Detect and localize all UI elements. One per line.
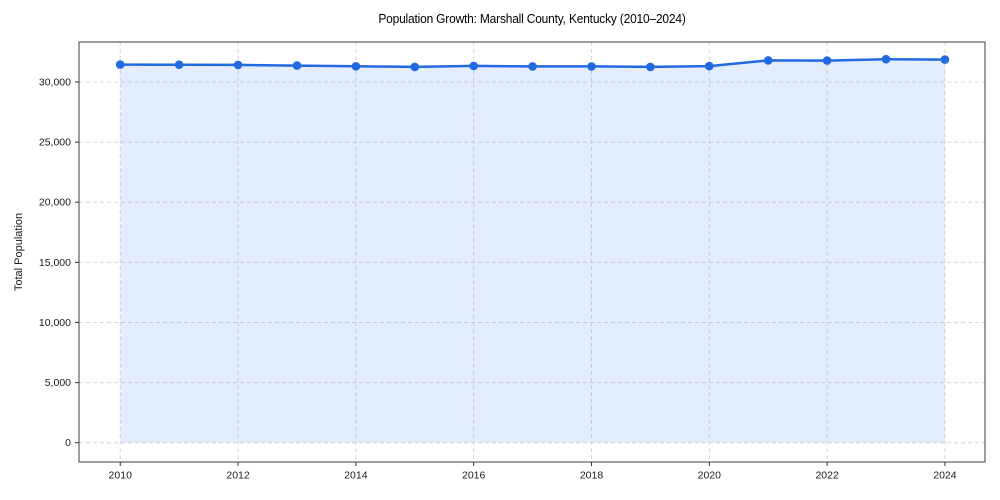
x-tick-label: 2014 [344,470,368,482]
data-point-2024 [940,55,950,64]
data-point-2014 [351,62,361,71]
x-tick-label: 2020 [698,470,722,482]
y-tick-label: 0 [65,437,71,449]
data-point-2017 [528,62,537,71]
data-point-2023 [881,54,891,64]
data-point-2022 [822,56,832,65]
chart-title-text: Population Growth: Marshall County, Kent… [378,11,686,26]
y-axis-label: Total Population [13,212,25,292]
data-point-2015 [410,62,420,72]
chart-title: Population Growth: Marshall County, Kent… [79,11,985,26]
x-tick-label: 2010 [109,470,133,482]
y-tick-label: 25,000 [39,137,71,149]
data-point-2020 [705,61,714,71]
x-tick-label: 2012 [226,470,250,482]
x-tick-label: 2018 [580,470,604,482]
x-tick-label: 2022 [815,470,839,482]
data-point-2016 [469,61,479,71]
y-tick-label: 10,000 [39,317,71,329]
data-point-2018 [587,62,596,71]
x-tick-label: 2016 [462,470,486,482]
y-tick-label: 5,000 [45,377,71,389]
y-tick-label: 15,000 [39,257,71,269]
x-tick-label: 2024 [933,470,957,482]
data-point-2012 [233,60,243,70]
data-point-2010 [115,60,125,69]
y-tick-label: 30,000 [39,77,71,89]
data-point-2019 [646,62,655,72]
area-fill [120,59,945,443]
data-point-2011 [174,60,184,69]
data-point-2021 [763,56,773,65]
data-point-2013 [292,61,302,70]
y-tick-label: 20,000 [39,197,71,209]
plot-border [78,41,986,463]
